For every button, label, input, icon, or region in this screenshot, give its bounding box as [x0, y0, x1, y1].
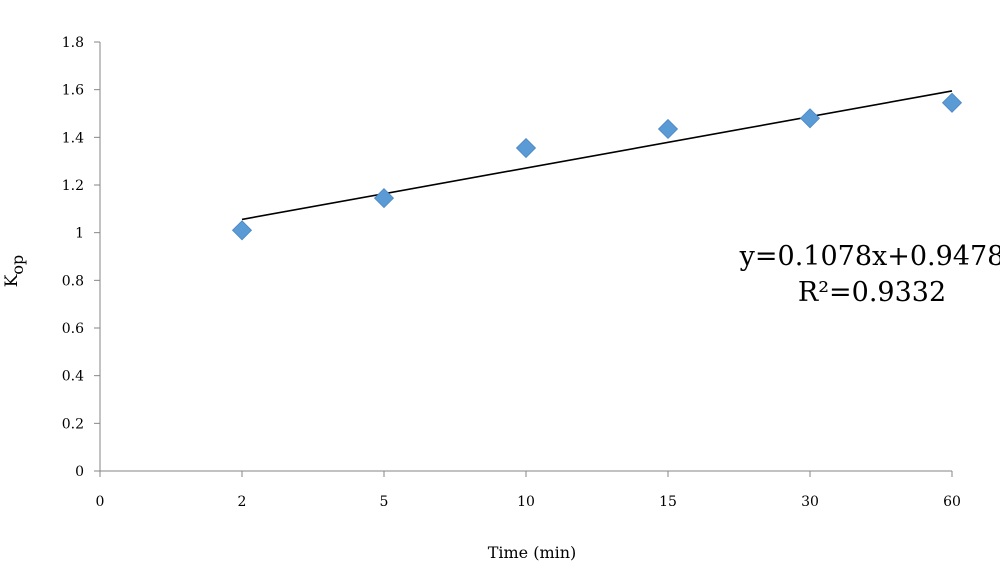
- data-point: [799, 108, 821, 129]
- data-point: [941, 92, 963, 113]
- y-tick-label: 0.4: [62, 369, 84, 385]
- data-point: [373, 188, 395, 209]
- x-tick-label: 60: [943, 494, 961, 510]
- y-axis-label: Kop: [2, 255, 27, 288]
- y-tick-label: 1: [75, 226, 84, 242]
- y-tick-label: 0.8: [62, 273, 84, 289]
- y-ticks: 0 0.2 0.4 0.6 0.8 1 1.2 1.4 1.6 1.8: [62, 35, 100, 480]
- y-tick-label: 0.6: [62, 321, 84, 337]
- trendline-r-squared: R²=0.9332: [798, 277, 946, 308]
- x-tick-label: 30: [801, 494, 819, 510]
- x-tick-label: 2: [238, 494, 247, 510]
- y-tick-label: 0: [75, 464, 84, 480]
- y-tick-label: 1.6: [62, 83, 84, 99]
- y-tick-label: 1.4: [62, 130, 84, 146]
- y-tick-label: 0.2: [62, 416, 84, 432]
- x-ticks: 0 2 5 10 15 30 60: [96, 471, 961, 510]
- x-axis-label: Time (min): [488, 543, 577, 562]
- data-point: [657, 118, 679, 140]
- x-tick-label: 15: [659, 494, 677, 510]
- y-axis-label-subscript: op: [8, 255, 27, 275]
- x-tick-label: 5: [380, 494, 389, 510]
- trendline-equation: y=0.1078x+0.9478: [739, 241, 1000, 272]
- y-tick-label: 1.8: [62, 35, 84, 51]
- y-axis-label-main: K: [2, 274, 22, 287]
- trendline: [241, 90, 953, 221]
- y-tick-label: 1.2: [62, 178, 84, 194]
- x-tick-label: 0: [96, 494, 105, 510]
- x-tick-label: 10: [517, 494, 535, 510]
- data-points: [231, 92, 963, 241]
- data-point: [515, 137, 537, 159]
- data-point: [231, 220, 253, 241]
